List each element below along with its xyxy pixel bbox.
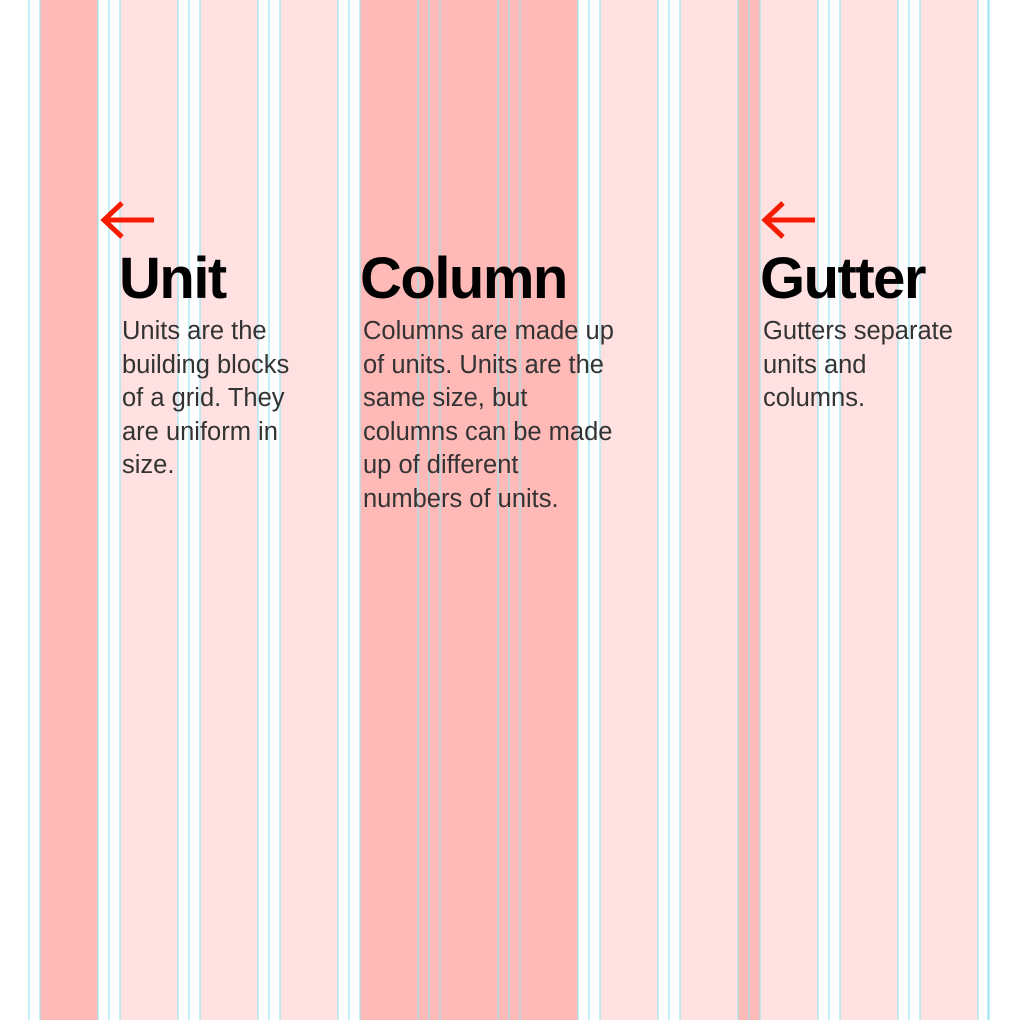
description-line: columns. (763, 384, 866, 412)
grid-unit (760, 0, 818, 1020)
grid-unit (600, 0, 658, 1020)
gutter-guide-line (108, 0, 110, 1020)
gutter-guide-line (588, 0, 590, 1020)
description-line: are uniform in (122, 417, 278, 446)
gutter-description: Gutters separate units and columns. (763, 315, 1000, 416)
gutter-guide-line (428, 0, 430, 1020)
unit-description: Units are the building blocks of a grid.… (122, 315, 344, 483)
arrow-left-icon (100, 201, 154, 239)
gutter-guide-line (268, 0, 270, 1020)
unit-guide-line (897, 0, 899, 1020)
grid-unit (280, 0, 338, 1020)
gutter-guide-line (988, 0, 990, 1020)
unit-guide-line (497, 0, 499, 1020)
grid-unit (120, 0, 178, 1020)
grid-unit (40, 0, 98, 1020)
description-line: up of different (363, 451, 519, 479)
unit-heading: Unit (119, 246, 227, 311)
grid-unit (920, 0, 978, 1020)
unit-guide-line (817, 0, 819, 1020)
description-line: numbers of units. (363, 484, 559, 513)
unit-guide-line (279, 0, 281, 1020)
unit-guide-line (839, 0, 841, 1020)
gutter-guide-line (508, 0, 510, 1020)
arrow-left-icon (761, 201, 815, 239)
unit-guide-line (759, 0, 761, 1020)
unit-guide-line (439, 0, 441, 1020)
column-label-block: Column Columns are made up of units. Uni… (360, 250, 660, 516)
gutter-guide-line (748, 0, 750, 1020)
description-line: columns can be made (363, 417, 613, 446)
gutter-guide-line (668, 0, 670, 1020)
unit-guide-line (919, 0, 921, 1020)
unit-guide-line (359, 0, 361, 1020)
description-line: Columns are made up (363, 317, 614, 345)
unit-guide-line (119, 0, 121, 1020)
column-description: Columns are made up of units. Units are … (363, 315, 660, 516)
unit-guide-line (337, 0, 339, 1020)
grid-unit (680, 0, 738, 1020)
unit-label-block: Unit Units are the building blocks of a … (119, 250, 344, 483)
description-line: same size, but (363, 384, 528, 412)
description-line: Units are the (122, 317, 267, 345)
unit-guide-line (199, 0, 201, 1020)
unit-guide-line (39, 0, 41, 1020)
unit-guide-line (679, 0, 681, 1020)
gutter-guide-line (987, 0, 989, 1020)
gutter-guide-line (828, 0, 830, 1020)
description-line: Gutters separate (763, 317, 953, 345)
unit-guide-line (417, 0, 419, 1020)
description-line: of units. Units are the (363, 350, 604, 379)
gutter-guide-line (188, 0, 190, 1020)
description-line: units and (763, 350, 867, 379)
unit-guide-line (577, 0, 579, 1020)
description-line: size. (122, 451, 175, 479)
unit-guide-line (177, 0, 179, 1020)
gutter-guide-line (28, 0, 30, 1020)
unit-guide-line (599, 0, 601, 1020)
grid-unit (440, 0, 498, 1020)
grid-unit (360, 0, 418, 1020)
unit-guide-line (97, 0, 99, 1020)
unit-guide-line (257, 0, 259, 1020)
grid-unit (200, 0, 258, 1020)
unit-guide-line (977, 0, 979, 1020)
gutter-guide-line (348, 0, 350, 1020)
description-line: building blocks (122, 350, 290, 379)
gutter-label-block: Gutter Gutters separate units and column… (760, 250, 1000, 416)
unit-guide-line (519, 0, 521, 1020)
description-line: of a grid. They (122, 384, 285, 412)
unit-guide-line (737, 0, 739, 1020)
column-heading: Column (360, 246, 568, 311)
gutter-guide-line (908, 0, 910, 1020)
unit-guide-line (657, 0, 659, 1020)
grid-unit (840, 0, 898, 1020)
gutter-heading: Gutter (760, 246, 927, 311)
grid-unit (520, 0, 578, 1020)
